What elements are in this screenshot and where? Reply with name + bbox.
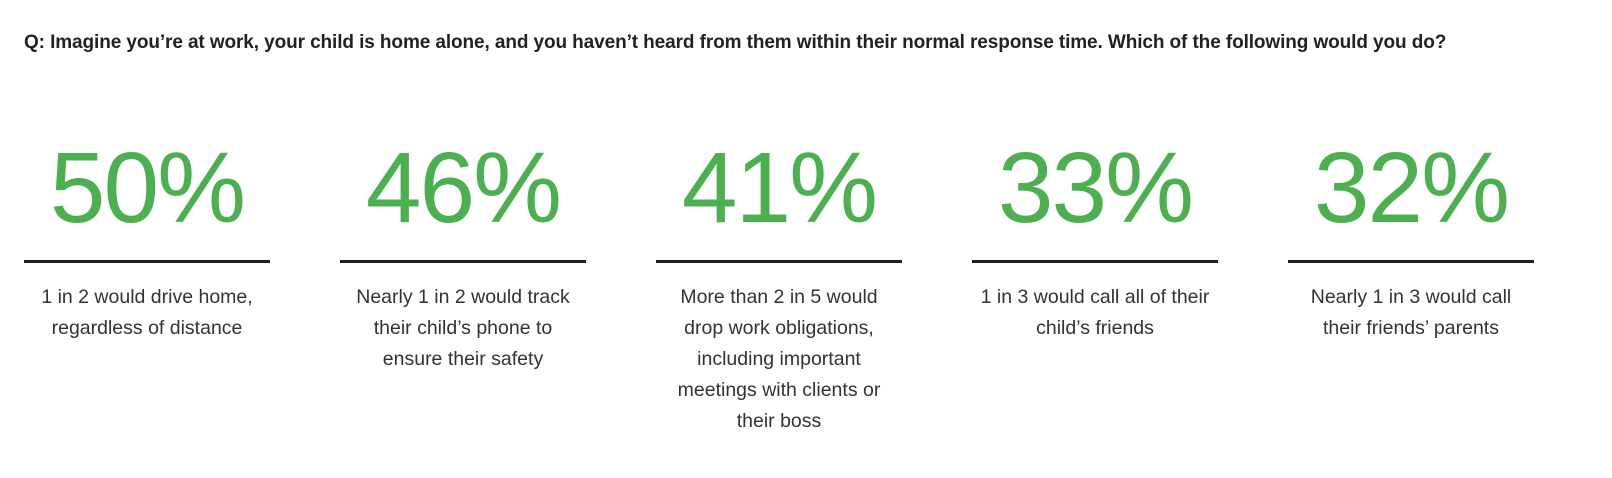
stat-divider — [656, 260, 902, 263]
stat-value: 32% — [1313, 132, 1510, 244]
stat-value: 50% — [49, 132, 246, 244]
question-heading: Q: Imagine you’re at work, your child is… — [24, 32, 1447, 53]
stat-column: 46% Nearly 1 in 2 would track their child… — [340, 128, 586, 375]
stat-divider — [24, 260, 270, 263]
stat-column: 33% 1 in 3 would call all of their child’… — [972, 128, 1218, 344]
stat-caption: Nearly 1 in 3 would call their friends’ … — [1310, 286, 1512, 339]
stat-value: 33% — [997, 132, 1194, 244]
stat-divider — [972, 260, 1218, 263]
stats-row: 50% 1 in 2 would drive home, regardless o… — [0, 128, 1612, 468]
stat-divider — [340, 260, 586, 263]
stat-caption: 1 in 2 would drive home, regardless of d… — [41, 286, 253, 339]
stat-divider — [1288, 260, 1534, 263]
stat-value: 41% — [681, 132, 878, 244]
stat-value: 46% — [365, 132, 562, 244]
stat-column: 41% More than 2 in 5 would drop work obli… — [656, 128, 902, 437]
stat-caption: Nearly 1 in 2 would track their child’s … — [356, 286, 570, 370]
stat-caption: 1 in 3 would call all of their child’s f… — [980, 286, 1210, 339]
stat-column: 32% Nearly 1 in 3 would call their friend… — [1288, 128, 1534, 344]
stat-caption: More than 2 in 5 would drop work obligat… — [677, 286, 881, 432]
stat-column: 50% 1 in 2 would drive home, regardless o… — [24, 128, 270, 344]
